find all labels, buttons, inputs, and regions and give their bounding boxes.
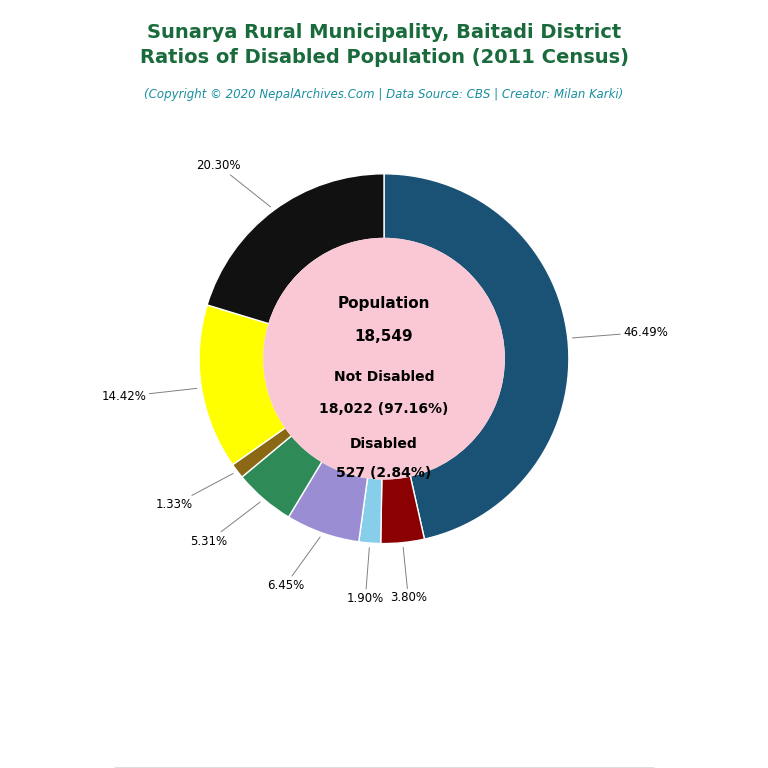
Text: Sunarya Rural Municipality, Baitadi District
Ratios of Disabled Population (2011: Sunarya Rural Municipality, Baitadi Dist…	[140, 23, 628, 67]
Text: Not Disabled: Not Disabled	[334, 370, 434, 384]
Text: Population: Population	[338, 296, 430, 311]
Wedge shape	[384, 174, 569, 539]
Wedge shape	[359, 478, 382, 544]
Text: 1.33%: 1.33%	[156, 473, 233, 511]
Text: 18,022 (97.16%): 18,022 (97.16%)	[319, 402, 449, 415]
Text: (Copyright © 2020 NepalArchives.Com | Data Source: CBS | Creator: Milan Karki): (Copyright © 2020 NepalArchives.Com | Da…	[144, 88, 624, 101]
Text: 14.42%: 14.42%	[102, 389, 197, 403]
Text: 6.45%: 6.45%	[266, 537, 320, 592]
Text: Disabled: Disabled	[350, 437, 418, 451]
Text: 18,549: 18,549	[355, 329, 413, 344]
Text: 46.49%: 46.49%	[572, 326, 667, 339]
Wedge shape	[381, 476, 425, 544]
Text: 3.80%: 3.80%	[390, 548, 427, 604]
Wedge shape	[199, 305, 286, 465]
Text: 20.30%: 20.30%	[197, 159, 270, 207]
Wedge shape	[289, 462, 368, 542]
Wedge shape	[242, 435, 322, 517]
Wedge shape	[207, 174, 384, 324]
Text: 1.90%: 1.90%	[347, 548, 384, 605]
Circle shape	[264, 239, 504, 479]
Text: 5.31%: 5.31%	[190, 502, 260, 548]
Text: 527 (2.84%): 527 (2.84%)	[336, 466, 432, 480]
Wedge shape	[233, 428, 292, 477]
